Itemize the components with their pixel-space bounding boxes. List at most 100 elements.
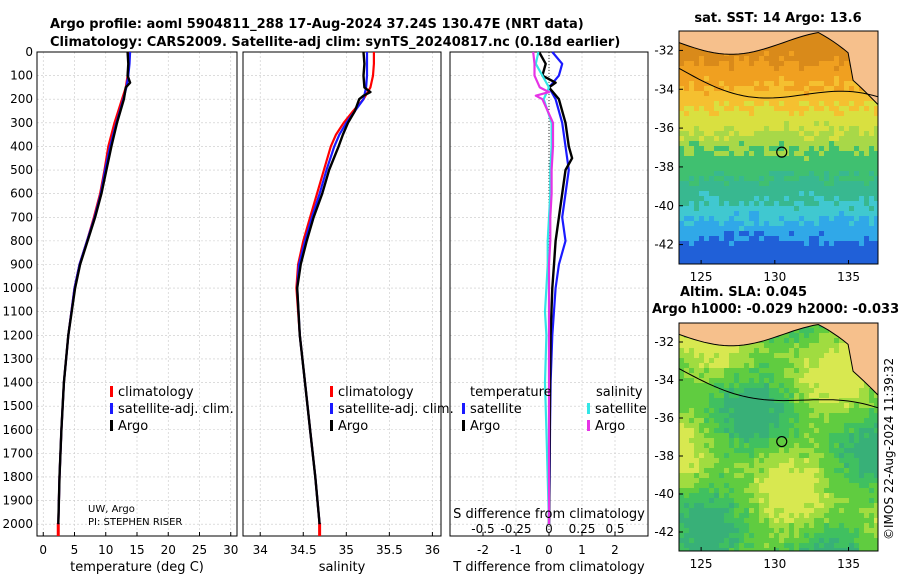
map-cell [819,403,825,409]
map-cell [799,358,805,364]
map-bottom-title1: Altim. SLA: 0.045 [680,285,807,300]
map-cell [744,508,750,514]
map-cell [859,448,865,454]
map-cell [789,226,795,232]
map-cell [814,206,820,212]
map-cell [814,528,820,534]
series-line-argo [57,51,132,525]
map-cell [854,508,860,514]
map-cell [759,121,765,127]
map-cell [794,206,800,212]
map-cell [719,156,725,162]
map-cell [699,433,705,439]
map-cell [764,106,770,112]
map-cell [724,166,730,172]
map-cell [804,358,810,364]
map-cell [819,423,825,429]
map-cell [759,131,765,137]
series-line-salinity-argo [532,51,555,525]
map-cell [769,343,775,349]
map-cell [809,221,815,227]
map-cell [719,468,725,474]
map-cell [759,181,765,187]
map-cell [774,171,780,177]
map-cell [814,523,820,529]
map-cell [819,181,825,187]
map-cell [694,428,700,434]
map-cell [729,538,735,544]
map-cell [779,453,785,459]
map-cell [749,443,755,449]
map-cell [839,226,845,232]
map-cell [809,473,815,479]
map-cell [709,373,715,379]
map-cell [829,428,835,434]
map-cell [779,241,785,247]
map-cell [749,388,755,394]
map-cell [819,106,825,112]
land [679,323,878,396]
map-cell [739,161,745,167]
map-cell [834,513,840,519]
map-cell [729,348,735,354]
map-cell [819,196,825,202]
map-cell [804,338,810,344]
map-cell [749,348,755,354]
map-cell [769,458,775,464]
map-cell [814,533,820,539]
map-lat-label: -40 [654,199,674,213]
map-cell [719,418,725,424]
map-cell [779,383,785,389]
map-cell [709,448,715,454]
map-cell [679,368,685,374]
map-cell [694,96,700,102]
map-cell [859,156,865,162]
map-cell [804,343,810,349]
map-cell [739,71,745,77]
map-cell [804,423,810,429]
map-cell [734,423,740,429]
map-cell [824,221,830,227]
map-cell [704,81,710,87]
map-cell [684,121,690,127]
map-cell [804,241,810,247]
map-cell [769,106,775,112]
map-cell [799,146,805,152]
map-cell [774,71,780,77]
map-cell [829,393,835,399]
legend-salinity: salinity [596,385,643,400]
map-cell [694,468,700,474]
map-cell [809,363,815,369]
map-cell [794,418,800,424]
map-cell [679,363,685,369]
map-cell [749,518,755,524]
map-cell [749,528,755,534]
map-cell [779,468,785,474]
map-cell [764,166,770,172]
map-cell [794,498,800,504]
map-cell [729,423,735,429]
map-cell [724,428,730,434]
map-cell [789,236,795,242]
map-cell [799,508,805,514]
map-cell [824,548,830,551]
map-cell [769,348,775,354]
map-cell [719,433,725,439]
map-cell [864,221,870,227]
map-cell [699,126,705,132]
map-cell [774,91,780,97]
map-cell [749,498,755,504]
map-cell [709,131,715,137]
map-cell [739,186,745,192]
map-cell [844,121,850,127]
map-cell [834,428,840,434]
map-cell [754,171,760,177]
map-cell [724,126,730,132]
map-cell [749,241,755,247]
map-cell [679,106,685,112]
map-cell [739,101,745,107]
map-cell [689,241,695,247]
map-cell [744,478,750,484]
map-cell [814,408,820,414]
map-cell [799,116,805,122]
